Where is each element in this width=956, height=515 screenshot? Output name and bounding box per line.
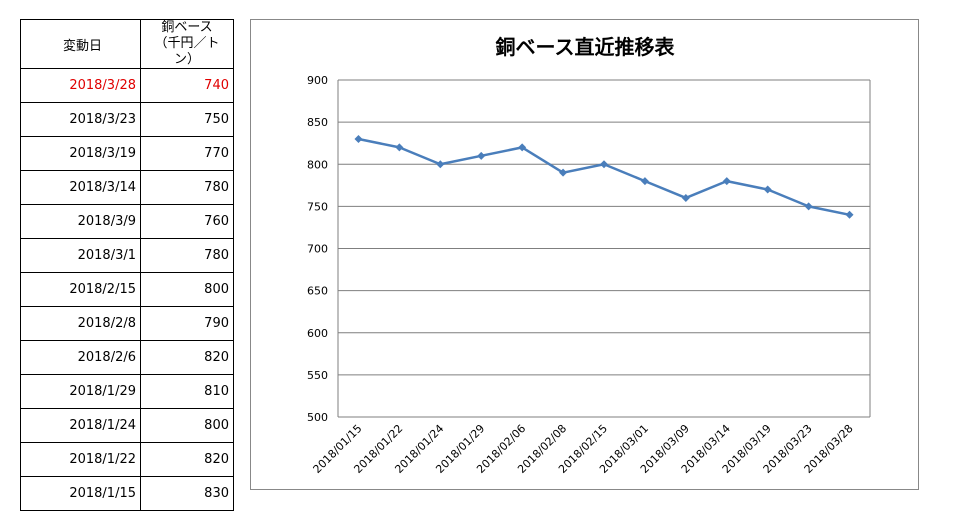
row-price: 750 xyxy=(140,102,234,137)
y-tick-label: 850 xyxy=(307,116,328,129)
table-row: 2018/2/15 800 xyxy=(20,272,234,307)
data-point xyxy=(477,151,486,160)
row-date: 2018/2/15 xyxy=(20,272,141,307)
y-tick-label: 650 xyxy=(307,285,328,298)
data-point xyxy=(681,193,690,202)
y-tick-label: 750 xyxy=(307,200,328,213)
row-price: 800 xyxy=(140,408,234,443)
price-history-table: 変動日 銅ベース （千円／トン） 2018/3/28 740 2018/3/23 75… xyxy=(20,19,234,511)
header-price: 銅ベース （千円／トン） xyxy=(140,19,234,69)
table-row: 2018/3/9 760 xyxy=(20,204,234,239)
header-price-line1: 銅ベース xyxy=(161,20,213,35)
row-price: 820 xyxy=(140,340,234,375)
row-price: 770 xyxy=(140,136,234,171)
y-tick-label: 700 xyxy=(307,243,328,256)
row-price: 810 xyxy=(140,374,234,409)
table-row: 2018/3/14 780 xyxy=(20,170,234,205)
row-date: 2018/3/1 xyxy=(20,238,141,273)
row-price: 820 xyxy=(140,442,234,477)
row-date: 2018/2/8 xyxy=(20,306,141,341)
row-price: 760 xyxy=(140,204,234,239)
row-date: 2018/1/15 xyxy=(20,476,141,511)
row-date: 2018/1/22 xyxy=(20,442,141,477)
data-point xyxy=(845,210,854,219)
row-date: 2018/3/19 xyxy=(20,136,141,171)
table-row: 2018/3/28 740 xyxy=(20,68,234,103)
data-point xyxy=(436,160,445,169)
data-point xyxy=(722,177,731,186)
row-price: 830 xyxy=(140,476,234,511)
y-tick-label: 600 xyxy=(307,327,328,340)
table-row: 2018/1/22 820 xyxy=(20,442,234,477)
row-date: 2018/3/28 xyxy=(20,68,141,103)
data-point xyxy=(763,185,772,194)
row-price: 740 xyxy=(140,68,234,103)
table-row: 2018/1/24 800 xyxy=(20,408,234,443)
header-date: 変動日 xyxy=(20,19,141,69)
chart-area: 銅ベース直近推移表 500 550 600 650 700 750 800 850 900 201… xyxy=(250,19,919,490)
table-row: 2018/3/1 780 xyxy=(20,238,234,273)
table-row: 2018/3/19 770 xyxy=(20,136,234,171)
data-point xyxy=(395,143,404,152)
data-point xyxy=(804,202,813,211)
data-point xyxy=(640,177,649,186)
row-date: 2018/1/29 xyxy=(20,374,141,409)
y-tick-label: 500 xyxy=(307,411,328,424)
table-row: 2018/2/8 790 xyxy=(20,306,234,341)
table-row: 2018/1/29 810 xyxy=(20,374,234,409)
chart-title: 銅ベース直近推移表 xyxy=(496,35,676,59)
row-date: 2018/3/9 xyxy=(20,204,141,239)
data-point xyxy=(559,168,568,177)
data-point xyxy=(518,143,527,152)
y-tick-label: 550 xyxy=(307,369,328,382)
row-date: 2018/2/6 xyxy=(20,340,141,375)
row-price: 780 xyxy=(140,170,234,205)
line-chart: 銅ベース直近推移表 500550600650700750800850900201… xyxy=(307,35,871,476)
y-tick-label: 800 xyxy=(307,158,328,171)
table-row: 2018/2/6 820 xyxy=(20,340,234,375)
header-price-line2: （千円／トン） xyxy=(154,36,220,67)
y-tick-label: 900 xyxy=(307,74,328,87)
row-price: 790 xyxy=(140,306,234,341)
row-date: 2018/3/23 xyxy=(20,102,141,137)
data-point xyxy=(600,160,608,169)
table-row: 2018/1/15 830 xyxy=(20,476,234,511)
series-line xyxy=(358,137,850,217)
row-date: 2018/3/14 xyxy=(20,170,141,205)
table-row: 2018/3/23 750 xyxy=(20,102,234,137)
data-point xyxy=(354,134,363,143)
table-header-row: 変動日 銅ベース （千円／トン） xyxy=(20,19,234,69)
row-date: 2018/1/24 xyxy=(20,408,141,443)
row-price: 800 xyxy=(140,272,234,307)
row-price: 780 xyxy=(140,238,234,273)
